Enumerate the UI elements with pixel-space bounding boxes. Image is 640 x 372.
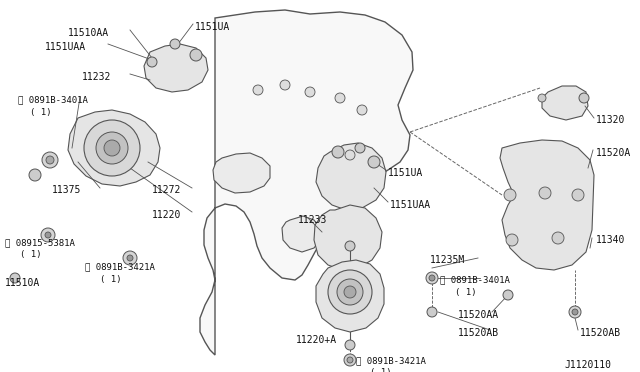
- Circle shape: [337, 279, 363, 305]
- Circle shape: [503, 290, 513, 300]
- Circle shape: [332, 146, 344, 158]
- Text: Ⓝ 0891B-3421A: Ⓝ 0891B-3421A: [85, 262, 155, 271]
- Text: 11232: 11232: [82, 72, 111, 82]
- Text: Ⓝ 0891B-3401A: Ⓝ 0891B-3401A: [440, 275, 510, 284]
- Text: ( 1): ( 1): [370, 368, 392, 372]
- Circle shape: [46, 156, 54, 164]
- Circle shape: [96, 132, 128, 164]
- Text: 11272: 11272: [152, 185, 181, 195]
- Circle shape: [344, 286, 356, 298]
- Polygon shape: [200, 10, 413, 355]
- Text: 11220: 11220: [152, 210, 181, 220]
- Text: 11340: 11340: [596, 235, 625, 245]
- Text: Ⓝ 08915-5381A: Ⓝ 08915-5381A: [5, 238, 75, 247]
- Circle shape: [335, 93, 345, 103]
- Circle shape: [104, 140, 120, 156]
- Circle shape: [538, 94, 546, 102]
- Circle shape: [190, 49, 202, 61]
- Text: 11520A: 11520A: [596, 148, 631, 158]
- Text: 1151UA: 1151UA: [388, 168, 423, 178]
- Circle shape: [127, 255, 133, 261]
- Circle shape: [345, 241, 355, 251]
- Circle shape: [345, 340, 355, 350]
- Text: 1151UAA: 1151UAA: [390, 200, 431, 210]
- Circle shape: [328, 270, 372, 314]
- Polygon shape: [68, 110, 160, 186]
- Circle shape: [539, 187, 551, 199]
- Text: 11220+A: 11220+A: [296, 335, 337, 345]
- Circle shape: [569, 306, 581, 318]
- Circle shape: [347, 357, 353, 363]
- Circle shape: [305, 87, 315, 97]
- Polygon shape: [213, 153, 270, 193]
- Text: 11520AA: 11520AA: [458, 310, 499, 320]
- Circle shape: [84, 120, 140, 176]
- Polygon shape: [542, 86, 588, 120]
- Circle shape: [253, 85, 263, 95]
- Text: ( 1): ( 1): [100, 275, 122, 284]
- Text: 1151UAA: 1151UAA: [45, 42, 86, 52]
- Text: ( 1): ( 1): [20, 250, 42, 259]
- Circle shape: [506, 234, 518, 246]
- Circle shape: [426, 272, 438, 284]
- Text: 11510AA: 11510AA: [68, 28, 109, 38]
- Polygon shape: [316, 260, 384, 332]
- Circle shape: [344, 354, 356, 366]
- Circle shape: [579, 93, 589, 103]
- Circle shape: [10, 273, 20, 283]
- Text: 11375: 11375: [52, 185, 81, 195]
- Text: 11520AB: 11520AB: [580, 328, 621, 338]
- Text: 11510A: 11510A: [5, 278, 40, 288]
- Text: 11235M: 11235M: [430, 255, 465, 265]
- Circle shape: [355, 143, 365, 153]
- Circle shape: [280, 80, 290, 90]
- Text: Ⓝ 0891B-3401A: Ⓝ 0891B-3401A: [18, 95, 88, 104]
- Circle shape: [368, 156, 380, 168]
- Circle shape: [45, 232, 51, 238]
- Circle shape: [170, 39, 180, 49]
- Polygon shape: [316, 143, 386, 210]
- Text: 11320: 11320: [596, 115, 625, 125]
- Polygon shape: [282, 216, 320, 252]
- Circle shape: [572, 309, 578, 315]
- Polygon shape: [500, 140, 594, 270]
- Polygon shape: [144, 44, 208, 92]
- Text: 1151UA: 1151UA: [195, 22, 230, 32]
- Circle shape: [429, 275, 435, 281]
- Polygon shape: [314, 205, 382, 270]
- Circle shape: [357, 105, 367, 115]
- Circle shape: [552, 232, 564, 244]
- Circle shape: [504, 189, 516, 201]
- Circle shape: [29, 169, 41, 181]
- Circle shape: [123, 251, 137, 265]
- Circle shape: [41, 228, 55, 242]
- Text: ( 1): ( 1): [30, 108, 51, 117]
- Circle shape: [345, 150, 355, 160]
- Circle shape: [147, 57, 157, 67]
- Text: Ⓝ 0891B-3421A: Ⓝ 0891B-3421A: [356, 356, 426, 365]
- Text: 11233: 11233: [298, 215, 328, 225]
- Text: ( 1): ( 1): [455, 288, 477, 297]
- Text: 11520AB: 11520AB: [458, 328, 499, 338]
- Circle shape: [42, 152, 58, 168]
- Circle shape: [572, 189, 584, 201]
- Circle shape: [427, 307, 437, 317]
- Text: J1120110: J1120110: [564, 360, 611, 370]
